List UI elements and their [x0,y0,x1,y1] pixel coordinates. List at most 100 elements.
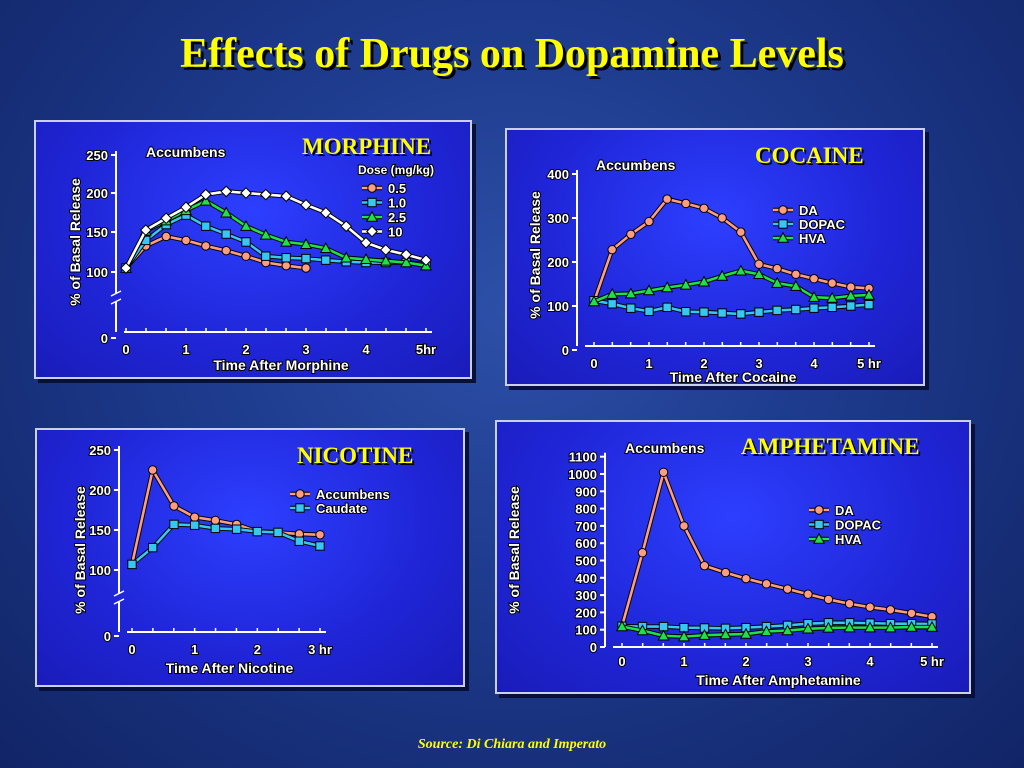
amphetamine-y-tick-label: 900 [575,484,597,499]
cocaine-x-tick-label: 1 [645,356,652,371]
amphetamine-series-0-point [741,573,751,584]
cocaine-series-1-point [699,307,709,317]
morphine-series-0-line [125,235,307,270]
amphetamine-y-tick-label: 200 [575,605,597,620]
cocaine-y-tick-label: 100 [547,299,569,314]
morphine-y-tick-label: 250 [86,148,108,163]
nicotine-legend-marker [295,489,305,499]
nicotine-y-axis-break-mark [113,598,125,605]
amphetamine-x-axis-label: Time After Amphetamine [696,672,861,688]
morphine-series-1-point [201,221,211,231]
cocaine-series-2-point [642,284,656,296]
cocaine-series-0-line-outline [591,196,870,303]
cocaine-series-1-point [644,306,654,316]
cocaine-series-2-point [734,264,747,276]
morphine-series-1-point [281,253,291,263]
cocaine-chart-panel: COCAINE 0 100 200 300 400 0 1 2 3 4 5 hr Time After… [505,128,925,386]
amphetamine-x-tick-label: 4 [866,654,874,669]
cocaine-series-1-line [593,299,870,316]
morphine-series-3-line [124,190,427,269]
cocaine-x-tick-label: 2 [700,356,707,371]
cocaine-legend-marker [778,205,788,215]
nicotine-series-1-point [294,536,305,546]
morphine-legend-marker [367,197,377,208]
nicotine-series-0-point [147,465,158,475]
amphetamine-series-2-point [657,629,670,641]
amphetamine-series-0-point [637,548,648,558]
amphetamine-series-2-point [884,621,897,633]
morphine-series-0-point [221,245,231,256]
amphetamine-y-tick-label: 100 [575,623,597,638]
amphetamine-y-axis-label: % of Basal Release [506,486,522,614]
amphetamine-y-tick-label: 600 [575,536,597,551]
nicotine-series-1-point [189,520,200,530]
morphine-series-0-point [241,251,251,261]
morphine-series-0-point [161,231,171,242]
amphetamine-series-2-point [801,622,815,634]
amphetamine-legend-label: DOPAC [835,518,882,533]
morphine-series-3-point [139,224,152,237]
cocaine-y-tick-label: 200 [547,255,569,270]
nicotine-legend-label: Accumbens [316,487,390,502]
amphetamine-series-2-point [636,624,649,636]
nicotine-y-tick-label: 0 [104,629,111,644]
amphetamine-legend-label: HVA [835,532,862,547]
amphetamine-series-2-point [760,625,773,637]
morphine-series-1-point [321,255,331,265]
amphetamine-series-0-point [885,605,896,615]
morphine-chart-title: MORPHINE [302,134,432,159]
amphetamine-y-tick-label: 800 [575,502,597,517]
cocaine-y-tick-label: 300 [547,211,569,226]
amphetamine-x-tick-label: 3 [804,654,811,669]
cocaine-series-0-point [717,213,727,223]
nicotine-series-1-point [210,523,221,534]
cocaine-series-2-point [771,276,784,288]
cocaine-y-tick-label: 0 [562,343,569,358]
cocaine-series-0-point [699,203,709,214]
amphetamine-series-2-point [615,620,629,632]
amphetamine-y-tick-label: 1100 [569,450,597,465]
morphine-legend-label: 2.5 [388,210,406,225]
cocaine-x-tick-label: 4 [810,356,818,371]
cocaine-series-1-point [864,299,874,310]
amphetamine-y-tick-label: 300 [575,588,597,603]
amphetamine-y-tick-label: 400 [575,571,597,586]
morphine-series-2-point [359,253,373,265]
amphetamine-series-2-point [698,629,711,640]
morphine-series-3-point [360,236,372,249]
cocaine-series-0-point [827,278,837,288]
nicotine-series-1-point [147,542,158,553]
amphetamine-series-2-point [739,627,753,639]
cocaine-x-tick-label: 3 [755,356,762,371]
cocaine-x-tick-label: 0 [590,356,597,371]
nicotine-x-tick-label: 2 [254,642,261,657]
morphine-legend-title: Dose (mg/kg) [358,163,434,177]
cocaine-legend-marker [778,219,788,229]
morphine-line-chart: 0 100 150 200 250 0 1 2 3 4 5hr Time After Morphine… [66,143,437,374]
nicotine-x-tick-label: 3 hr [308,642,332,657]
slide-title: Effects of Drugs on Dopamine Levels [180,31,844,77]
amphetamine-series-0-point [823,594,834,605]
amphetamine-series-1-line [621,621,933,630]
source-citation: Source: Di Chiara and Imperato [417,737,607,752]
nicotine-x-tick-label: 0 [128,642,135,657]
nicotine-series-0-line [130,468,321,565]
nicotine-series-1-point [169,519,179,530]
cocaine-series-0-point [791,269,801,280]
amphetamine-series-0-point [782,584,793,594]
amphetamine-y-tick-label: 1000 [568,467,597,482]
nicotine-y-axis-label: % of Basal Release [72,486,88,614]
amphetamine-x-tick-label: 0 [618,654,625,669]
morphine-series-0-point [201,241,211,251]
nicotine-series-0-point [315,530,325,540]
cocaine-series-0-point [754,259,764,269]
cocaine-series-1-point [827,302,837,313]
amphetamine-series-2-point [677,630,691,642]
amphetamine-y-tick-label: 0 [590,640,597,655]
morphine-series-3-point [400,248,413,261]
amphetamine-series-2-line [621,625,932,638]
morphine-series-1-point [241,237,251,247]
cocaine-chart-title: COCAINE [755,143,864,168]
cocaine-series-1-point [626,303,636,313]
amphetamine-series-0-point [679,521,689,531]
